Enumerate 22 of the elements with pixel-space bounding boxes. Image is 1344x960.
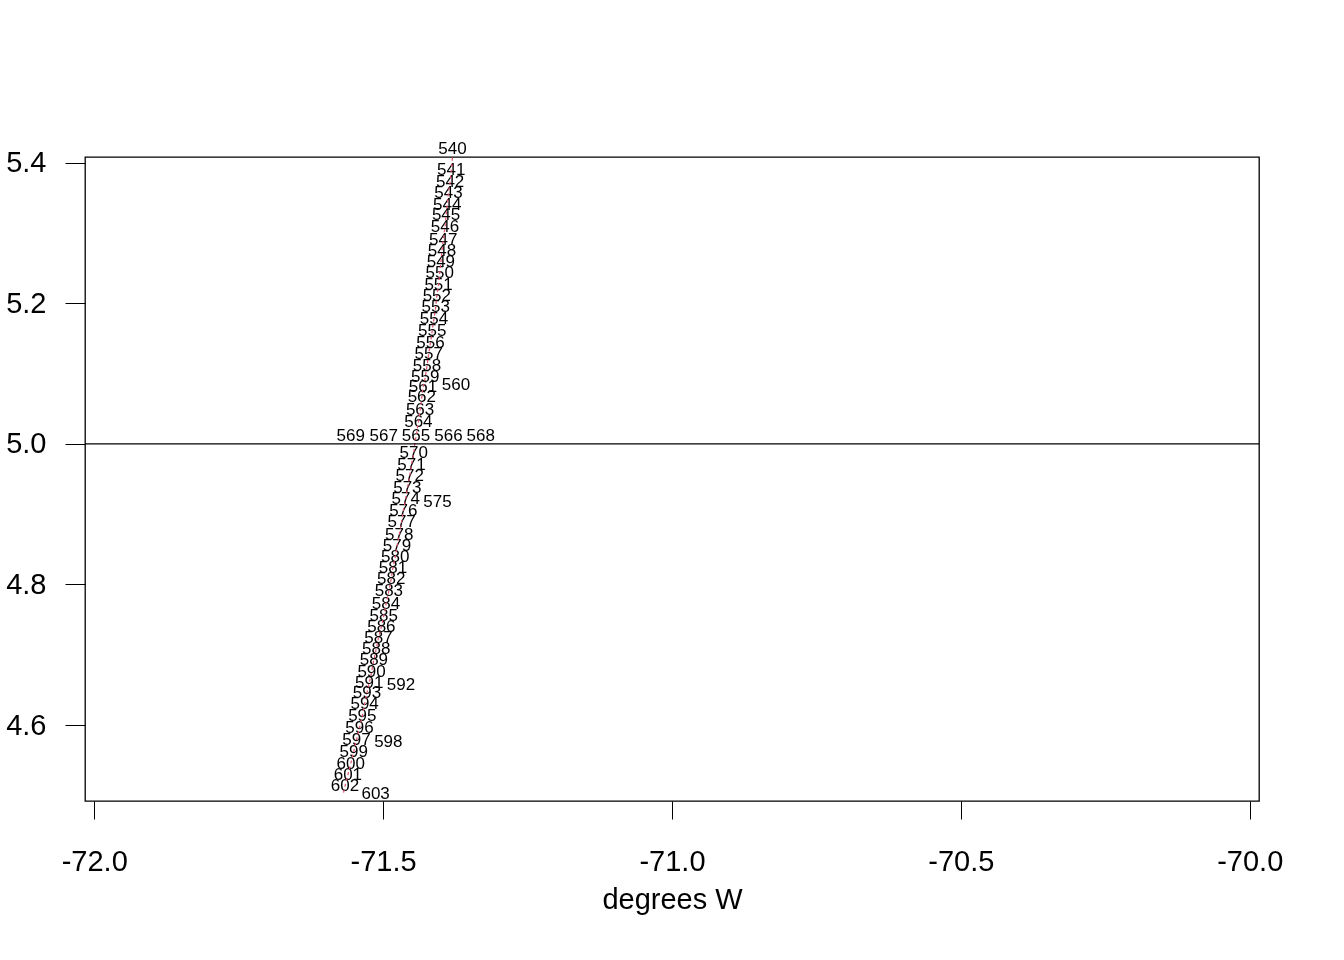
annotation: 565 — [401, 426, 431, 446]
annotation: 598 — [374, 731, 403, 751]
annotation: 567 — [369, 426, 398, 446]
y-tick-label: 5.4 — [6, 146, 47, 179]
annotation: 592 — [386, 675, 416, 694]
y-tick-label: 5.0 — [6, 427, 47, 460]
y-tick-label: 5.2 — [6, 286, 47, 319]
annotation: 540 — [438, 139, 467, 159]
x-tick-label: -72.0 — [61, 844, 128, 877]
annotation: 568 — [466, 426, 495, 446]
annotation: 569 — [336, 426, 365, 446]
x-axis-title: degrees W — [602, 882, 744, 915]
x-tick-label: -71.0 — [639, 844, 706, 877]
x-tick-label: -71.5 — [350, 844, 417, 877]
x-tick-label: -70.0 — [1217, 844, 1284, 877]
x-tick-label: -70.5 — [928, 844, 995, 877]
annotation: 560 — [441, 375, 471, 395]
y-tick-label: 4.8 — [6, 567, 47, 600]
annotation: 603 — [361, 783, 390, 803]
annotation: 575 — [423, 492, 452, 512]
annotation: 566 — [434, 426, 463, 446]
y-tick-label: 4.6 — [6, 708, 47, 741]
